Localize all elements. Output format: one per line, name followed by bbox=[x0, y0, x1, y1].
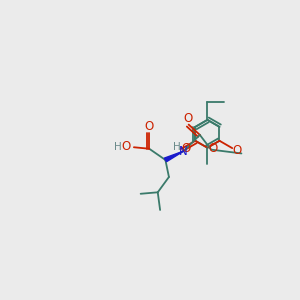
Text: O: O bbox=[232, 144, 242, 157]
Polygon shape bbox=[164, 151, 184, 162]
Text: O: O bbox=[145, 120, 154, 133]
Text: O: O bbox=[184, 112, 193, 125]
Text: H: H bbox=[173, 142, 181, 152]
Text: H: H bbox=[114, 142, 122, 152]
Text: N: N bbox=[179, 145, 188, 158]
Text: O: O bbox=[121, 140, 130, 153]
Text: O: O bbox=[182, 142, 191, 155]
Text: O: O bbox=[208, 142, 217, 155]
